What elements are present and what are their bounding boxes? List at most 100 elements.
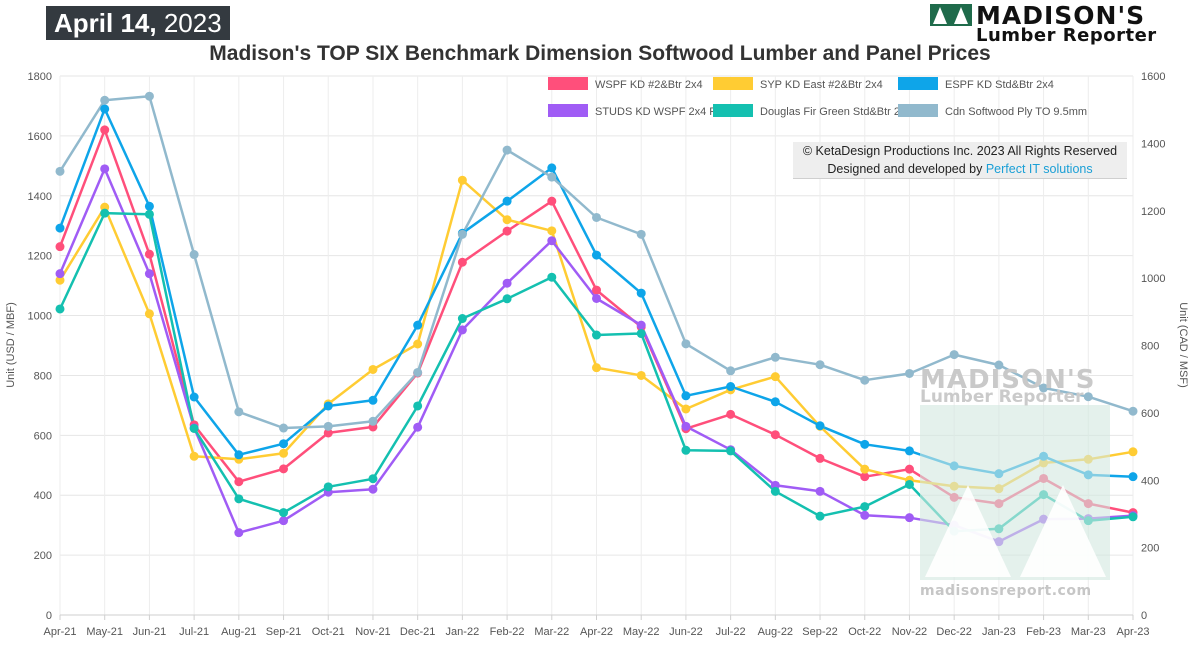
legend-swatch xyxy=(713,77,753,90)
y-axis-label: Unit (USD / MBF) xyxy=(5,302,17,388)
data-point xyxy=(413,367,423,377)
data-point xyxy=(413,339,423,349)
legend-label: Douglas Fir Green Std&Btr 2x4 xyxy=(760,106,912,118)
data-point xyxy=(815,360,825,370)
data-point xyxy=(681,421,691,431)
data-point xyxy=(860,502,870,512)
data-point xyxy=(681,339,691,349)
data-point xyxy=(1128,447,1138,457)
date-month-day: April 14, xyxy=(54,8,157,38)
x-tick-label: Jan-22 xyxy=(446,626,480,638)
data-point xyxy=(681,404,691,414)
data-point xyxy=(1128,512,1138,522)
data-point xyxy=(368,395,378,405)
y2-tick-label: 1600 xyxy=(1141,71,1165,83)
data-point xyxy=(949,481,959,491)
x-tick-label: Sep-21 xyxy=(266,626,301,638)
legend-swatch xyxy=(548,77,588,90)
x-tick-label: Dec-22 xyxy=(936,626,971,638)
x-tick-label: Sep-22 xyxy=(802,626,837,638)
x-tick-label: Oct-22 xyxy=(848,626,881,638)
date-badge: April 14, 2023 xyxy=(46,6,230,40)
data-point xyxy=(726,409,736,419)
x-tick-label: Apr-21 xyxy=(43,626,76,638)
data-point xyxy=(860,472,870,482)
copyright-box: © KetaDesign Productions Inc. 2023 All R… xyxy=(793,142,1127,179)
data-point xyxy=(547,272,557,282)
y-tick-label: 1600 xyxy=(28,131,52,143)
data-point xyxy=(860,375,870,385)
x-tick-label: Jul-21 xyxy=(179,626,209,638)
data-point xyxy=(368,364,378,374)
data-point xyxy=(904,479,914,489)
data-point xyxy=(234,450,244,460)
data-point xyxy=(189,392,199,402)
legend: WSPF KD #2&Btr 2x4 SYP KD East #2&Btr 2x4… xyxy=(548,77,1087,118)
madisons-logo: MADISON'S Lumber Reporter xyxy=(930,1,1180,46)
x-tick-label: Mar-22 xyxy=(534,626,569,638)
data-point xyxy=(368,474,378,484)
legend-label: SYP KD East #2&Btr 2x4 xyxy=(760,79,883,91)
data-point xyxy=(323,482,333,492)
data-point xyxy=(189,423,199,433)
data-point xyxy=(55,275,65,285)
data-point xyxy=(100,125,110,135)
x-tick-label: Feb-23 xyxy=(1026,626,1061,638)
data-point xyxy=(100,208,110,218)
data-point xyxy=(592,363,601,373)
data-point xyxy=(770,397,780,407)
data-point xyxy=(1039,383,1049,393)
data-point xyxy=(502,215,512,225)
x-tick-label: May-21 xyxy=(86,626,123,638)
y-tick-label: 200 xyxy=(34,550,52,562)
y-tick-label: 1800 xyxy=(28,71,52,83)
data-point xyxy=(681,445,691,455)
x-tick-label: Jul-22 xyxy=(716,626,746,638)
x-tick-label: Aug-21 xyxy=(221,626,256,638)
data-point xyxy=(994,537,1004,547)
x-tick-label: Jun-21 xyxy=(133,626,167,638)
data-point xyxy=(413,422,423,432)
data-point xyxy=(860,510,870,520)
data-point xyxy=(1039,451,1049,461)
x-tick-label: Oct-21 xyxy=(312,626,345,638)
data-point xyxy=(279,516,289,526)
copyright-line2: Designed and developed by Perfect IT sol… xyxy=(793,160,1127,178)
x-tick-label: Apr-22 xyxy=(580,626,613,638)
x-tick-label: Aug-22 xyxy=(758,626,793,638)
data-point xyxy=(368,484,378,494)
data-point xyxy=(502,226,512,236)
y-tick-label: 1200 xyxy=(28,251,52,263)
data-point xyxy=(100,95,110,105)
data-point xyxy=(279,464,289,474)
x-tick-label: Nov-21 xyxy=(355,626,390,638)
data-point xyxy=(55,166,65,176)
data-point xyxy=(636,288,646,298)
legend-label: Cdn Softwood Ply TO 9.5mm xyxy=(945,106,1087,118)
y2-axis-label: Unit (CAD / MSF) xyxy=(1177,302,1189,388)
y-tick-label: 800 xyxy=(34,370,52,382)
data-point xyxy=(1083,392,1093,402)
y2-tick-label: 1000 xyxy=(1141,273,1165,285)
x-tick-label: Apr-23 xyxy=(1116,626,1149,638)
data-point xyxy=(1128,472,1138,482)
data-point xyxy=(144,309,154,319)
data-point xyxy=(592,330,601,340)
data-point xyxy=(636,370,646,380)
data-point xyxy=(144,201,154,211)
y2-tick-label: 1400 xyxy=(1141,138,1165,150)
data-point xyxy=(904,464,914,474)
y-tick-label: 1400 xyxy=(28,191,52,203)
y2-tick-label: 0 xyxy=(1141,610,1147,622)
data-point xyxy=(904,446,914,456)
data-point xyxy=(457,175,467,185)
data-point xyxy=(189,451,199,461)
data-point xyxy=(815,486,825,496)
perfect-it-link[interactable]: Perfect IT solutions xyxy=(985,162,1093,176)
data-point xyxy=(1039,473,1049,483)
copyright-line2-prefix: Designed and developed by xyxy=(827,162,986,176)
y-tick-label: 1000 xyxy=(28,311,52,323)
data-point xyxy=(994,360,1004,370)
data-point xyxy=(1128,406,1138,416)
